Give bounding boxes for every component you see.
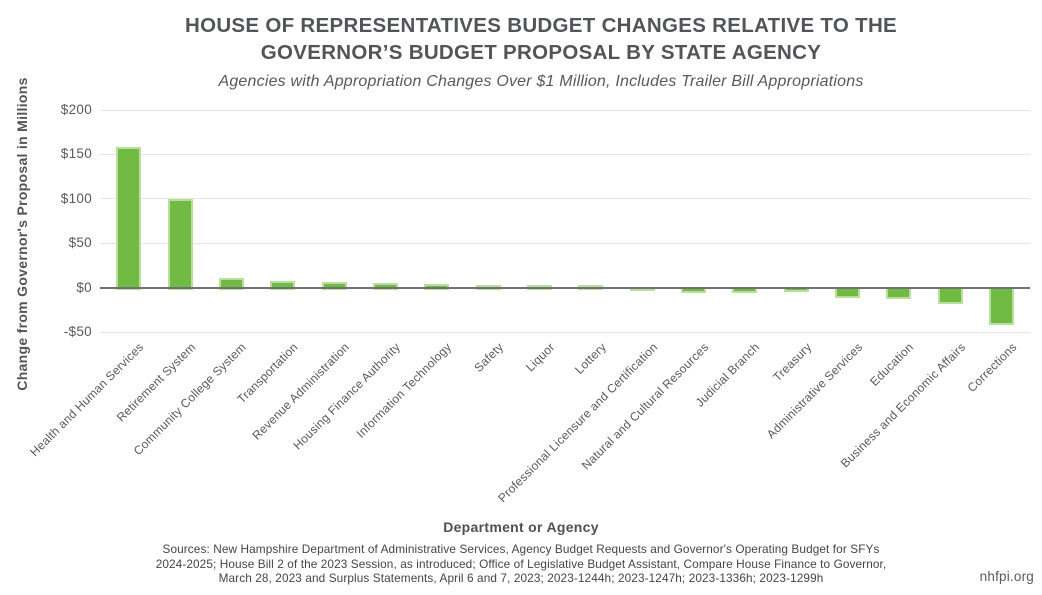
sources-line-1: Sources: New Hampshire Department of Adm… [162, 542, 880, 556]
x-axis-label: Safety [471, 340, 506, 375]
y-axis-title: Change from Governor's Proposal in Milli… [14, 77, 30, 391]
x-axis-label: Administrative Services [763, 340, 866, 442]
gridline [100, 153, 1030, 155]
y-axis-tick-label: $200 [60, 102, 92, 117]
x-axis-label: Liquor [522, 340, 558, 375]
sources-note: Sources: New Hampshire Department of Adm… [0, 542, 1042, 586]
y-axis-tick-label: $50 [68, 235, 92, 251]
x-axis-label: Revenue Administration [249, 340, 352, 443]
bar [218, 277, 244, 290]
x-axis-zero-line [100, 286, 1030, 289]
sources-line-2: 2024-2025; House Bill 2 of the 2023 Sess… [155, 556, 887, 571]
chart-title-line2: GOVERNOR’S BUDGET PROPOSAL BY STATE AGEN… [260, 41, 822, 64]
sources-line-3: March 28, 2023 and Surplus Statements, A… [218, 571, 824, 585]
y-axis-tick-label: $100 [60, 190, 92, 206]
gridline [100, 198, 1030, 200]
x-axis-label: Information Technology [353, 340, 455, 441]
bar [937, 286, 963, 304]
chart-title-line1: HOUSE OF REPRESENTATIVES BUDGET CHANGES … [184, 14, 898, 37]
x-axis-label: Treasury [769, 340, 814, 385]
bar [988, 286, 1014, 325]
y-axis-tick-label: $150 [60, 146, 92, 162]
gridline [100, 331, 1030, 333]
gridline [100, 242, 1030, 244]
bar [270, 280, 296, 290]
x-axis-label: Lottery [571, 340, 609, 377]
bar [167, 198, 193, 290]
y-axis-tick-label: -$50 [63, 324, 92, 339]
chart-subtitle: Agencies with Appropriation Changes Over… [218, 73, 864, 90]
bar [116, 147, 142, 290]
chart-header: HOUSE OF REPRESENTATIVES BUDGET CHANGES … [40, 12, 1042, 91]
x-axis-label: Corrections [964, 340, 1020, 395]
y-axis-tick-label: $0 [76, 279, 92, 295]
x-axis-title: Department or Agency [443, 519, 599, 535]
chart-title: HOUSE OF REPRESENTATIVES BUDGET CHANGES … [40, 12, 1042, 66]
gridline [100, 109, 1030, 111]
x-axis-label: Education [867, 340, 917, 389]
site-credit: nhfpi.org [979, 569, 1034, 584]
